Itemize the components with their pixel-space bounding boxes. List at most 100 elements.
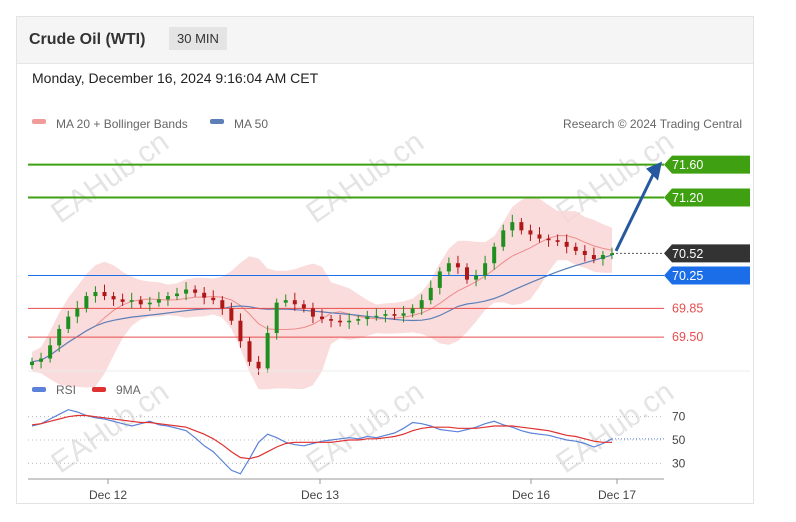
candle-body: [120, 299, 125, 302]
forecast-arrow-head: [646, 161, 662, 181]
candle-body: [238, 320, 243, 342]
candle-body: [555, 240, 560, 242]
resistance-level-tag: [664, 155, 750, 174]
candle-body: [39, 358, 44, 362]
watermark-text: EAHub.cn: [300, 125, 430, 230]
current-level-tag: [664, 244, 750, 263]
timeframe-badge[interactable]: 30 MIN: [169, 27, 227, 50]
candle-body: [492, 246, 497, 264]
candle-body: [66, 316, 71, 329]
candle-body: [147, 302, 152, 305]
candle-body: [138, 300, 143, 305]
watermark-text: EAHub.cn: [550, 375, 680, 480]
candle-body: [84, 296, 89, 309]
pivot-level-tag: [664, 266, 750, 285]
candle-body: [564, 241, 569, 247]
candle-body: [347, 320, 352, 323]
ma50-legend-swatch: [210, 119, 224, 124]
bollinger-band: [32, 196, 612, 390]
chart-datetime: Monday, December 16, 2024 9:16:04 AM CET: [32, 70, 319, 86]
rsi-tick-label: 30: [672, 456, 686, 470]
candle-body: [175, 293, 179, 297]
candle-body: [165, 296, 170, 300]
candle-body: [265, 333, 270, 369]
resistance-level-label: 71.20: [672, 191, 703, 205]
candle-body: [374, 315, 379, 318]
candle-body: [591, 255, 596, 260]
rsi-legend-swatch: [32, 387, 46, 392]
ma9-legend-swatch: [92, 387, 106, 392]
candle-body: [247, 341, 252, 362]
candle-body: [202, 292, 207, 298]
candle-body: [510, 222, 515, 231]
price-panel: 71.60 71.20 70.52 70.25 69.85 69.50: [28, 155, 750, 390]
rsi-legend-label: RSI: [56, 383, 76, 397]
pivot-level-label: 70.25: [672, 269, 703, 283]
instrument-title: Crude Oil (WTI): [29, 31, 146, 48]
candle-body: [129, 300, 134, 302]
candle-body: [338, 320, 343, 323]
candle-body: [446, 263, 451, 272]
candle-body: [310, 308, 315, 317]
candle-body: [292, 300, 297, 305]
candle-body: [501, 230, 506, 247]
candle-body: [537, 234, 542, 239]
candle-body: [401, 313, 406, 316]
candle-body: [573, 246, 578, 251]
candle-body: [320, 316, 324, 320]
candle-body: [610, 253, 614, 255]
rsi-line: [31, 409, 613, 475]
candle-body: [48, 345, 53, 359]
candle-body: [301, 304, 306, 309]
current-level-label: 70.52: [672, 247, 703, 261]
candle-body: [383, 314, 388, 316]
candle-body: [102, 291, 107, 297]
candle-body: [483, 263, 488, 276]
candle-body: [75, 308, 80, 317]
ma9-legend-label: 9MA: [116, 383, 141, 397]
candle-body: [392, 314, 397, 316]
candle-body: [365, 316, 370, 320]
candle-body: [256, 361, 261, 369]
candle-body: [528, 230, 533, 235]
rsi-tick-label: 50: [672, 433, 686, 447]
time-tick-label: Dec 13: [301, 488, 339, 502]
time-tick-label: Dec 16: [512, 488, 550, 502]
candle-body: [600, 255, 605, 260]
candle-body: [474, 275, 479, 280]
candle-body: [546, 238, 551, 241]
resistance-level-label: 71.60: [672, 158, 703, 172]
rsi-ma9-line: [31, 414, 612, 460]
watermark-text: EAHub.cn: [300, 375, 430, 480]
candle-body: [356, 319, 361, 321]
rsi-panel: 70 50 30: [28, 409, 686, 475]
time-tick-label: Dec 12: [89, 488, 127, 502]
watermark-text: EAHub.cn: [45, 125, 175, 230]
support-level-label: 69.50: [672, 330, 703, 344]
time-axis: Dec 12 Dec 13 Dec 16 Dec 17: [28, 478, 664, 502]
credit-label: Research © 2024 Trading Central: [563, 117, 742, 131]
candle-body: [428, 287, 433, 301]
candle-body: [57, 328, 62, 346]
price-legend: MA 20 + Bollinger Bands MA 50 Research ©…: [32, 117, 742, 131]
rsi-tick-label: 70: [672, 410, 686, 424]
candle-body: [274, 302, 279, 334]
candle-body: [30, 361, 34, 366]
candle-body: [220, 300, 225, 309]
candle-body: [419, 300, 424, 309]
candle-body: [193, 289, 198, 293]
candle-body: [156, 299, 161, 303]
candle-body: [211, 297, 216, 301]
candle-body: [455, 263, 460, 268]
ma20-legend-swatch: [32, 119, 46, 124]
ma50-legend-label: MA 50: [234, 117, 268, 131]
resistance-level-tag: [664, 188, 750, 207]
candle-body: [329, 319, 334, 321]
candle-body: [184, 289, 189, 294]
chart-header: Crude Oil (WTI) 30 MIN: [17, 17, 753, 64]
candle-body: [283, 300, 288, 303]
candle-body: [519, 222, 524, 231]
time-tick-label: Dec 17: [598, 488, 636, 502]
ma20-legend-label: MA 20 + Bollinger Bands: [56, 117, 188, 131]
